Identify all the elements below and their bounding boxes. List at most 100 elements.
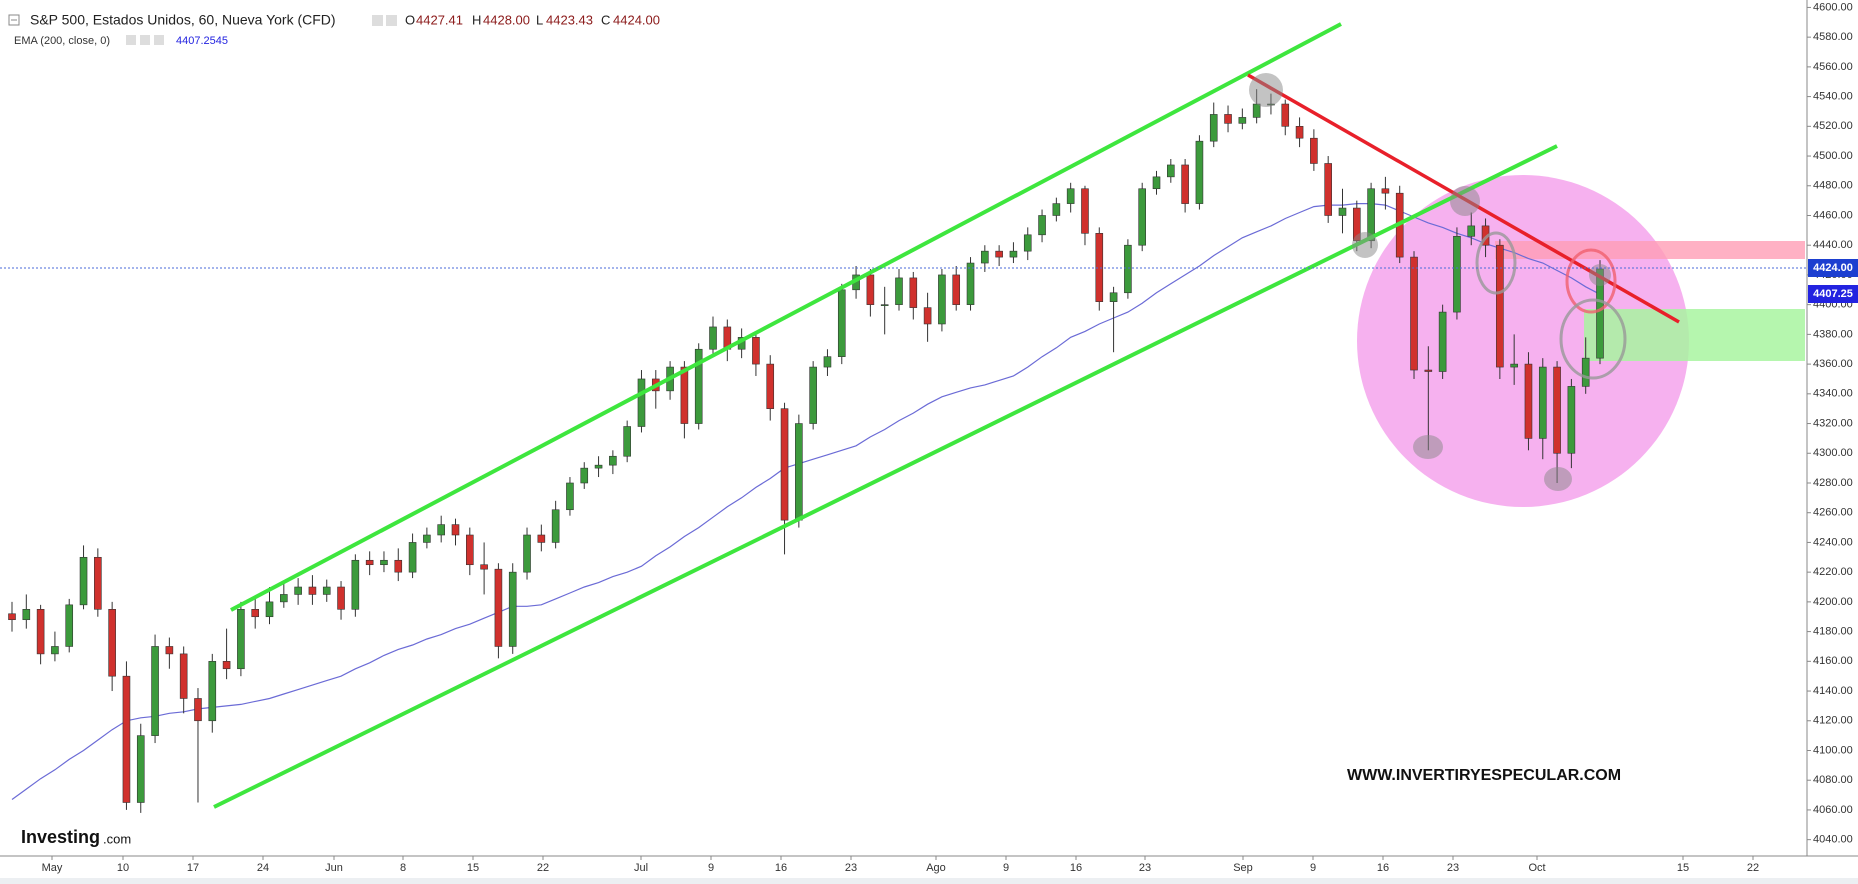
candle-body bbox=[1209, 114, 1218, 142]
candle-body bbox=[108, 609, 116, 677]
candle-body bbox=[1081, 188, 1089, 234]
y-tick-label: 4120.00 bbox=[1813, 715, 1853, 727]
marker bbox=[1589, 264, 1611, 286]
marker-ring bbox=[1475, 231, 1517, 295]
candle-body bbox=[208, 661, 217, 722]
candle-body bbox=[752, 337, 760, 365]
icon[interactable] bbox=[140, 35, 150, 45]
candle-body bbox=[294, 586, 302, 595]
candle-body bbox=[94, 556, 102, 610]
candle-body bbox=[437, 524, 445, 536]
status-bar bbox=[0, 878, 1858, 884]
ohlc-value: 4423.43 bbox=[546, 12, 593, 27]
y-tick-label: 4060.00 bbox=[1813, 804, 1853, 816]
candle-body bbox=[1138, 188, 1146, 246]
candle-body bbox=[179, 653, 188, 699]
candle-body bbox=[1324, 163, 1332, 216]
x-tick-label: Jul bbox=[634, 862, 648, 874]
y-tick-label: 4460.00 bbox=[1813, 209, 1853, 221]
ohlc-label: O bbox=[405, 12, 415, 27]
candle-body bbox=[1424, 369, 1433, 372]
candle-body bbox=[1381, 188, 1390, 194]
last-price-label: 4424.00 bbox=[1813, 262, 1853, 274]
candle-body bbox=[1095, 233, 1104, 302]
marker bbox=[1450, 186, 1480, 216]
y-tick-label: 4540.00 bbox=[1813, 91, 1853, 103]
candle-body bbox=[1224, 114, 1232, 124]
y-tick-label: 4040.00 bbox=[1813, 834, 1853, 846]
x-tick-label: 16 bbox=[775, 862, 787, 874]
candle-body bbox=[680, 366, 689, 424]
collapse-icon[interactable] bbox=[8, 14, 20, 26]
candle-body bbox=[65, 604, 74, 647]
marker bbox=[1249, 73, 1283, 107]
y-tick-label: 4580.00 bbox=[1813, 31, 1853, 43]
candle-body bbox=[1167, 164, 1175, 178]
candle-body bbox=[237, 609, 245, 670]
y-tick-label: 4500.00 bbox=[1813, 150, 1853, 162]
annotations bbox=[0, 22, 1807, 809]
candle-body bbox=[1338, 207, 1347, 216]
candle-body bbox=[566, 482, 574, 511]
candle-body bbox=[823, 356, 832, 368]
y-tick-label: 4520.00 bbox=[1813, 120, 1853, 132]
candle-body bbox=[322, 586, 331, 595]
candle-body bbox=[1581, 357, 1590, 387]
candle-body bbox=[1438, 311, 1447, 372]
candle-body bbox=[251, 609, 260, 618]
y-tick-label: 4200.00 bbox=[1813, 596, 1853, 608]
icon[interactable] bbox=[386, 15, 397, 26]
watermark: WWW.INVERTIRYESPECULAR.COM bbox=[1347, 767, 1621, 784]
y-tick-label: 4220.00 bbox=[1813, 566, 1853, 578]
y-tick-label: 4440.00 bbox=[1813, 239, 1853, 251]
x-tick-label: 16 bbox=[1377, 862, 1389, 874]
logo-suffix: .com bbox=[103, 831, 131, 846]
candle-body bbox=[466, 534, 474, 566]
y-tick-label: 4260.00 bbox=[1813, 507, 1853, 519]
candle-body bbox=[1038, 215, 1046, 236]
x-tick-label: 16 bbox=[1070, 862, 1082, 874]
x-tick-label: Ago bbox=[926, 862, 946, 874]
candle-body bbox=[1453, 235, 1461, 313]
candle-body bbox=[623, 426, 631, 457]
candle-body bbox=[1496, 244, 1504, 368]
candle-body bbox=[423, 534, 431, 543]
x-tick-label: 15 bbox=[467, 862, 479, 874]
channel-bottom bbox=[213, 144, 1558, 809]
y-tick-label: 4160.00 bbox=[1813, 655, 1853, 667]
last-price-tag bbox=[1808, 259, 1858, 277]
x-tick-label: 23 bbox=[845, 862, 857, 874]
y-axis: 4040.00 4060.00 4080.00 4100.00 4120.00 4140.… bbox=[1807, 1, 1853, 846]
candle-body bbox=[1467, 225, 1476, 237]
candle-body bbox=[1124, 244, 1132, 294]
candle-body bbox=[451, 524, 460, 536]
candle-body bbox=[938, 274, 946, 325]
icon[interactable] bbox=[126, 35, 136, 45]
candle-body bbox=[694, 348, 703, 424]
candle-body bbox=[709, 326, 717, 350]
y-tick-label: 4320.00 bbox=[1813, 417, 1853, 429]
candle-body bbox=[809, 366, 817, 424]
candle-body bbox=[1066, 188, 1075, 204]
channel-top bbox=[230, 22, 1342, 612]
candle-body bbox=[394, 559, 403, 573]
candle-body bbox=[151, 646, 159, 736]
candle-body bbox=[1510, 363, 1518, 368]
candle-body bbox=[122, 675, 131, 803]
candle-body bbox=[1195, 140, 1204, 204]
icon[interactable] bbox=[372, 15, 383, 26]
x-axis: May 10 17 24 Jun 8 15 22 Jul 9 16 23 Ago 9 16 23 Sep 9 16 2… bbox=[42, 856, 1759, 874]
candle-body bbox=[1052, 203, 1061, 216]
ohlc-value: 4428.00 bbox=[483, 12, 530, 27]
y-tick-label: 4380.00 bbox=[1813, 328, 1853, 340]
y-tick-label: 4340.00 bbox=[1813, 388, 1853, 400]
y-tick-label: 4600.00 bbox=[1813, 1, 1853, 13]
x-tick-label: 23 bbox=[1139, 862, 1151, 874]
candle-body bbox=[480, 564, 488, 570]
x-tick-label: 22 bbox=[537, 862, 549, 874]
candle-body bbox=[780, 408, 789, 521]
icon[interactable] bbox=[154, 35, 164, 45]
indicator-name: EMA (200, close, 0) bbox=[14, 35, 110, 47]
x-tick-label: 10 bbox=[117, 862, 129, 874]
candle-body bbox=[1181, 164, 1189, 204]
